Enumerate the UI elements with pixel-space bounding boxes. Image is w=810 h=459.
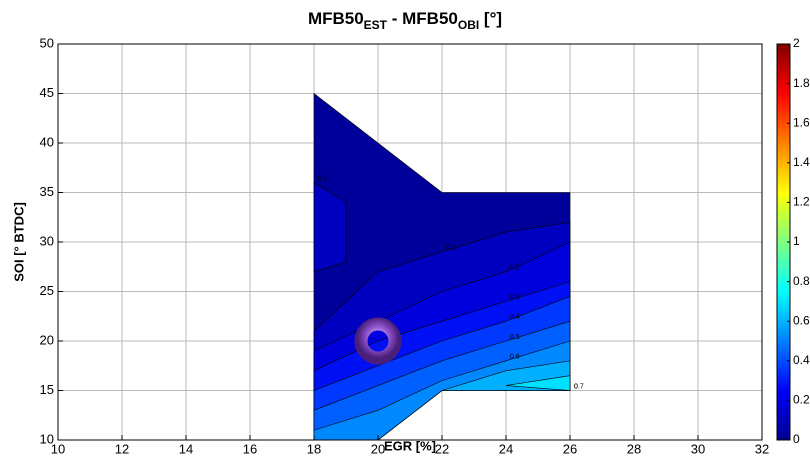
chart-title: MFB50EST - MFB50OBI [°] xyxy=(308,9,502,32)
x-axis-label: EGR [%] xyxy=(384,438,436,453)
colorbar-tick-label: 0.8 xyxy=(793,274,810,288)
x-tick-label: 26 xyxy=(563,441,577,456)
contour-label: 0.7 xyxy=(574,383,584,390)
colorbar-tick-label: 1.8 xyxy=(793,76,810,90)
contour-label: 0.4 xyxy=(510,314,520,321)
y-tick-label: 45 xyxy=(40,85,54,100)
x-tick-label: 20 xyxy=(371,441,385,456)
y-tick-label: 20 xyxy=(40,332,54,347)
colorbar-tick-label: 0 xyxy=(793,432,800,446)
y-tick-label: 10 xyxy=(40,431,54,446)
x-tick-label: 10 xyxy=(51,441,65,456)
colorbar-tick-label: 1.2 xyxy=(793,195,810,209)
colorbar-tick-label: 0.6 xyxy=(793,313,810,327)
colorbar-tick-label: 1 xyxy=(793,234,800,248)
contour-band xyxy=(313,182,347,273)
contour-band xyxy=(505,375,571,391)
x-tick-label: 12 xyxy=(115,441,129,456)
colorbar-tick-label: 1.6 xyxy=(793,115,810,129)
x-tick-label: 30 xyxy=(691,441,705,456)
colorbar-tick-label: 2 xyxy=(793,36,800,50)
y-tick-label: 35 xyxy=(40,184,54,199)
x-tick-label: 24 xyxy=(499,441,513,456)
contour-label: 0.2 xyxy=(510,265,520,272)
y-axis-label: SOI [° BTDC] xyxy=(11,202,26,282)
contour-label: 0.1 xyxy=(446,245,456,252)
y-tick-label: 25 xyxy=(40,283,54,298)
contour-label: 0.6 xyxy=(510,354,520,361)
x-tick-label: 28 xyxy=(627,441,641,456)
contour-label: 0.3 xyxy=(510,294,520,301)
contour-label: 0 xyxy=(574,383,578,390)
y-tick-label: 15 xyxy=(40,382,54,397)
x-tick-label: 16 xyxy=(243,441,257,456)
x-tick-label: 14 xyxy=(179,441,193,456)
colorbar-tick-label: 0.2 xyxy=(793,393,810,407)
contour-label: 0.5 xyxy=(510,334,520,341)
y-tick-label: 50 xyxy=(40,35,54,50)
x-tick-label: 32 xyxy=(755,441,769,456)
y-tick-label: 40 xyxy=(40,134,54,149)
y-tick-label: 30 xyxy=(40,233,54,248)
operating-point xyxy=(354,317,402,365)
x-tick-label: 22 xyxy=(435,441,449,456)
contour-label: 0.1 xyxy=(318,175,328,182)
colorbar-tick-label: 1.4 xyxy=(793,155,810,169)
colorbar-tick-label: 0.4 xyxy=(793,353,810,367)
x-tick-label: 18 xyxy=(307,441,321,456)
